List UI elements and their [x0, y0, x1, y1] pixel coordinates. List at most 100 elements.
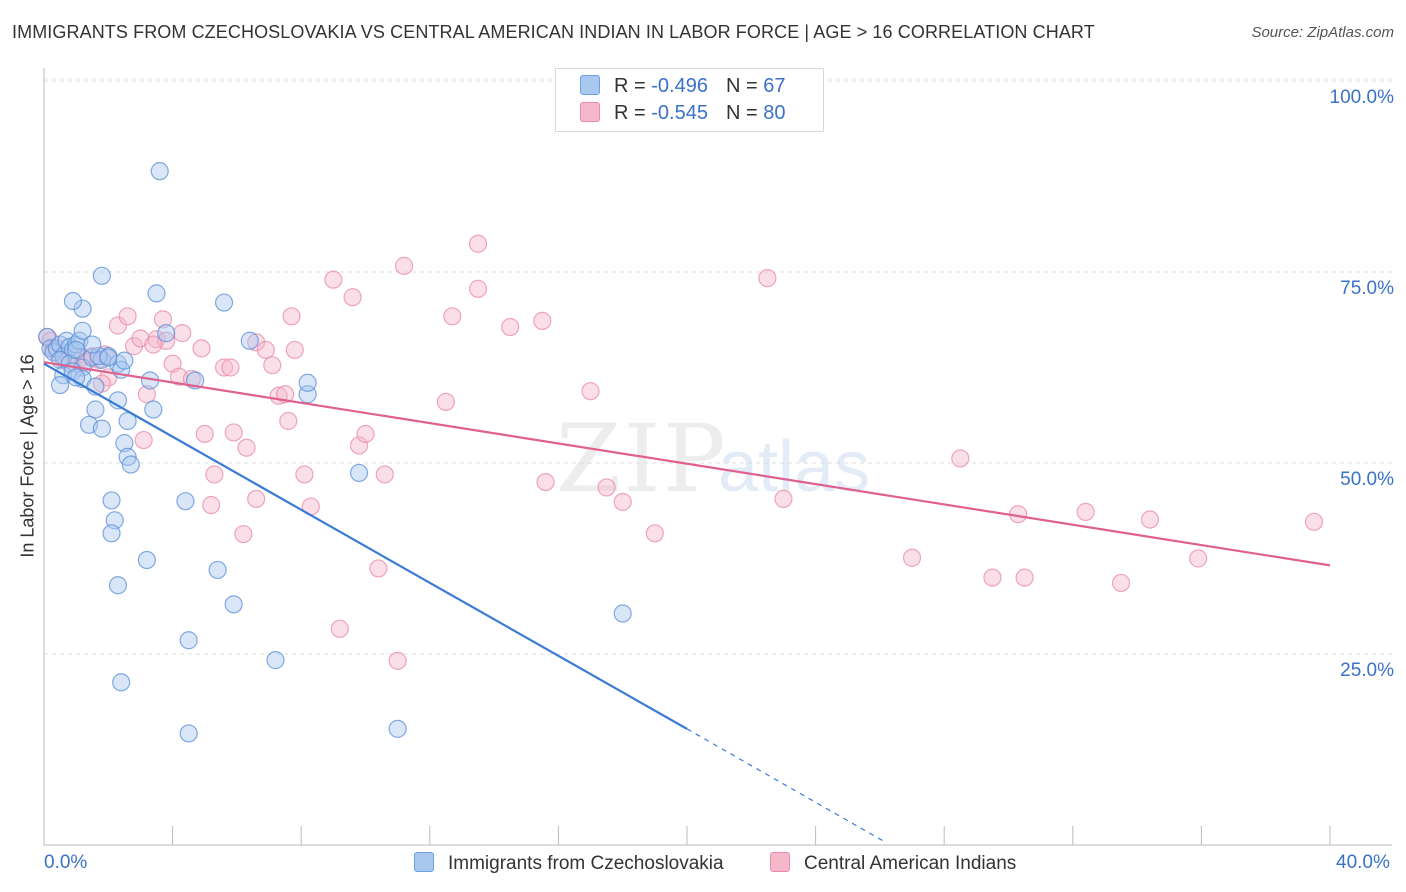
axes — [43, 68, 1392, 846]
data-point — [581, 382, 600, 401]
data-point — [102, 524, 121, 543]
legend-swatch-pink — [580, 102, 600, 122]
data-point — [153, 310, 173, 329]
data-point — [468, 279, 488, 298]
data-point — [902, 548, 922, 567]
data-point — [324, 270, 343, 289]
data-point — [263, 356, 282, 375]
data-point — [330, 619, 349, 638]
data-point — [758, 269, 777, 288]
data-point — [214, 358, 234, 377]
data-point — [137, 550, 156, 570]
source-note: Source: ZipAtlas.com — [1251, 24, 1394, 41]
data-point — [443, 307, 462, 326]
trend-lines — [43, 361, 1331, 844]
data-point — [613, 604, 632, 623]
data-point — [224, 423, 243, 442]
data-point — [121, 455, 140, 474]
data-point — [157, 324, 176, 343]
data-point — [224, 595, 243, 614]
data-point — [134, 430, 153, 450]
data-point — [118, 411, 137, 431]
data-point — [173, 324, 192, 343]
stats-legend: R = -0.496 N = 67 R = -0.545 N = 80 — [555, 68, 824, 132]
data-point — [67, 340, 86, 360]
data-point — [1076, 502, 1095, 521]
x-tick-label: 40.0% — [1336, 852, 1390, 873]
legend-n-label: N = — [725, 102, 764, 124]
data-point — [102, 491, 121, 510]
data-point — [533, 311, 552, 330]
data-point — [285, 340, 304, 360]
data-point — [115, 434, 134, 453]
data-point — [369, 559, 388, 578]
y-tick-label: 100.0% — [1329, 87, 1394, 108]
data-point — [1015, 568, 1034, 587]
data-point — [468, 234, 488, 253]
data-point — [205, 465, 224, 484]
data-point — [256, 340, 275, 360]
data-point — [356, 424, 375, 444]
data-point — [115, 351, 134, 370]
data-point — [63, 291, 83, 311]
data-point — [349, 463, 369, 483]
data-point — [1111, 573, 1131, 593]
data-point — [202, 495, 221, 515]
data-point — [298, 373, 317, 392]
legend-r-value: -0.545 — [651, 102, 708, 124]
data-point — [108, 576, 128, 595]
bottom-legend-central-american-indians: Central American Indians — [770, 852, 1016, 875]
legend-n-value: 67 — [763, 75, 786, 97]
data-point — [247, 489, 266, 509]
data-point — [176, 492, 195, 511]
data-point — [221, 358, 240, 377]
y-tick-label: 25.0% — [1340, 660, 1394, 681]
data-point — [266, 651, 285, 670]
grid-lines — [44, 78, 1392, 655]
data-point — [118, 307, 137, 326]
data-point — [983, 568, 1002, 587]
data-point — [73, 299, 92, 318]
legend-label: Central American Indians — [804, 853, 1017, 874]
legend-swatch-pink — [770, 852, 790, 872]
data-point — [597, 478, 616, 497]
data-point — [144, 400, 163, 419]
data-point — [1189, 549, 1208, 568]
data-point — [436, 392, 455, 411]
legend-n-value: 80 — [763, 102, 786, 124]
legend-row-czechoslovakia: R = -0.496 N = 67 — [580, 75, 785, 99]
data-point — [83, 335, 102, 354]
series-czechoslovakia — [38, 162, 632, 743]
data-point — [394, 256, 414, 275]
data-point — [112, 673, 131, 692]
legend-r-label: R = — [614, 102, 652, 124]
legend-r-value: -0.496 — [651, 75, 708, 97]
trend-line-czechoslovakia — [43, 362, 688, 730]
data-point — [124, 337, 144, 356]
data-point — [279, 411, 298, 431]
legend-label: Immigrants from Czechoslovakia — [448, 853, 724, 874]
data-point — [774, 489, 793, 509]
data-point — [137, 385, 156, 404]
data-point — [501, 317, 520, 337]
data-point — [343, 288, 362, 307]
legend-n-label: N = — [725, 75, 764, 97]
series-central-american-indians — [38, 234, 1324, 670]
data-point — [92, 266, 111, 285]
data-point — [1140, 510, 1160, 529]
data-point — [214, 293, 234, 312]
data-point — [86, 400, 105, 419]
data-point — [388, 719, 407, 738]
data-point — [349, 436, 369, 455]
data-point — [99, 348, 118, 367]
chart-title: IMMIGRANTS FROM CZECHOSLOVAKIA VS CENTRA… — [12, 22, 1095, 42]
legend-row-central-american-indians: R = -0.545 N = 80 — [580, 102, 785, 126]
x-tick-label: 0.0% — [44, 852, 88, 873]
data-point — [147, 284, 166, 303]
y-tick-label: 50.0% — [1340, 469, 1394, 490]
watermark-atlas: atlas — [718, 427, 870, 507]
data-point — [536, 473, 555, 492]
trend-line-extension — [686, 728, 887, 844]
data-point — [195, 424, 214, 444]
